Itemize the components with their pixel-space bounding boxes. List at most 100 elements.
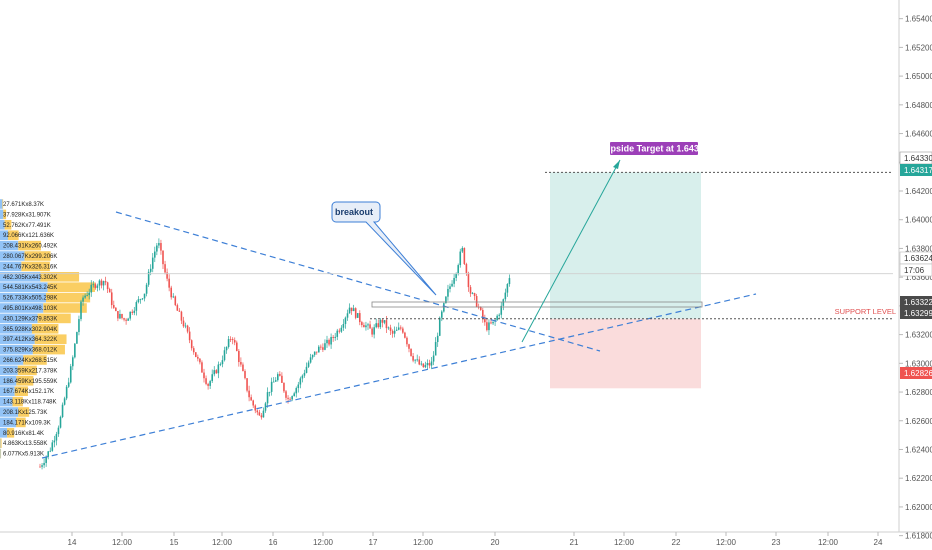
x-tick-label: 17	[369, 538, 378, 547]
descending-trendline[interactable]	[115, 211, 601, 352]
candle-body	[299, 378, 302, 385]
candle-body	[188, 331, 191, 341]
candle-body	[158, 243, 160, 246]
x-tick-label: 12:00	[112, 538, 133, 547]
vp-bar-sell	[18, 240, 41, 251]
vp-bar-sell	[21, 261, 50, 272]
stop-zone[interactable]	[550, 318, 701, 389]
candle-body	[256, 410, 259, 413]
target-arrowhead	[613, 160, 620, 169]
upside-target-badge[interactable]	[610, 142, 698, 155]
candle-body	[367, 324, 369, 326]
vp-label: 208.1Kx125.73K	[3, 410, 47, 416]
candle-body	[379, 319, 382, 328]
candle-body	[473, 293, 476, 297]
candle-body	[445, 296, 447, 304]
x-tick-label: 21	[570, 538, 579, 547]
vp-label: 27.671Kx8.37K	[3, 202, 44, 208]
candle-body	[139, 299, 142, 300]
candle-body	[422, 363, 425, 368]
candle-body	[184, 325, 187, 327]
candle-body	[430, 361, 433, 366]
volume-profile: 27.671Kx8.37K 37.928Kx31.907K 52.762Kx77.4…	[0, 199, 96, 459]
vp-label: 266.624Kx268.515K	[3, 358, 57, 364]
support-rectangle[interactable]	[371, 301, 703, 308]
candle-body	[418, 359, 421, 365]
candle-body	[190, 340, 193, 349]
vp-bar-sell	[8, 230, 19, 240]
candle-body	[488, 322, 490, 331]
x-tick-label: 12:00	[818, 538, 839, 547]
candle-body	[262, 410, 265, 418]
x-axis-ticks[interactable]: 14 12:00 15 12:00 16 12:00 17 12:00 20 21 12:00 22 1…	[68, 532, 883, 547]
candle-body	[199, 358, 201, 363]
candle-body	[252, 400, 254, 406]
candle-body	[180, 311, 183, 321]
candle-body	[432, 355, 435, 362]
breakout-callout[interactable]	[331, 201, 437, 296]
candle-body	[201, 362, 203, 373]
target-arrow-line[interactable]	[521, 159, 621, 343]
candle-body	[260, 415, 263, 418]
candle-body	[151, 257, 154, 269]
candle-body	[301, 375, 304, 379]
candle-body	[205, 378, 207, 384]
candle-body	[223, 350, 226, 361]
candle-body	[51, 442, 54, 451]
candle-body	[359, 313, 361, 323]
candle-body	[449, 286, 451, 289]
vp-label: 92.066Kx121.636K	[3, 233, 54, 239]
candle-body	[117, 311, 119, 319]
candle-body	[227, 339, 230, 347]
target-zone[interactable]	[550, 172, 701, 319]
candle-body	[207, 383, 209, 386]
ascending-trendline[interactable]	[41, 293, 757, 459]
candle-body	[41, 465, 43, 467]
candle-body	[412, 355, 414, 361]
candle-body	[72, 357, 74, 367]
candle-body	[408, 344, 410, 349]
vp-label: 397.412Kx364.322K	[3, 337, 57, 343]
candle-body	[57, 427, 60, 435]
price-tag-label: 1.62826	[904, 369, 932, 378]
candle-body	[416, 359, 418, 361]
y-tick-label: 1.64200	[905, 187, 932, 196]
candle-body	[143, 293, 146, 299]
candle-body	[486, 322, 488, 331]
candle-body	[389, 327, 392, 331]
candle-body	[395, 329, 398, 331]
candle-body	[209, 381, 211, 386]
candle-body	[381, 319, 384, 323]
candle-body	[59, 417, 62, 428]
upside-target-label: Upside Target at 1.6433	[604, 144, 704, 154]
vp-label: 143.118Kx118.748K	[3, 400, 57, 406]
vp-bar-sell	[14, 386, 28, 396]
candle-body	[127, 318, 129, 321]
candle-body	[356, 313, 359, 318]
candle-body	[469, 287, 472, 294]
vp-label: 6.077Kx5.913K	[3, 452, 44, 458]
candle-body	[463, 247, 466, 265]
candle-body	[291, 396, 293, 400]
candle-body	[213, 370, 216, 375]
vp-bar-buy	[0, 324, 32, 334]
vp-bar-buy	[0, 292, 47, 303]
candle-body	[365, 325, 367, 328]
y-tick-label: 1.63000	[905, 359, 932, 368]
vp-bar-buy	[0, 220, 5, 230]
candle-body	[500, 305, 503, 315]
candle-body	[94, 284, 97, 288]
y-tick-label: 1.64000	[905, 216, 932, 225]
candle-body	[383, 320, 386, 323]
x-tick-label: 12:00	[413, 538, 434, 547]
candle-body	[336, 330, 339, 337]
candle-body	[377, 323, 380, 328]
candle-body	[125, 319, 127, 321]
candle-body	[373, 327, 375, 335]
candle-body	[508, 278, 511, 285]
price-tag-label: 1.64330	[904, 154, 932, 163]
candle-body	[123, 318, 125, 320]
vp-bar-buy	[0, 407, 19, 417]
candle-body	[104, 281, 107, 283]
